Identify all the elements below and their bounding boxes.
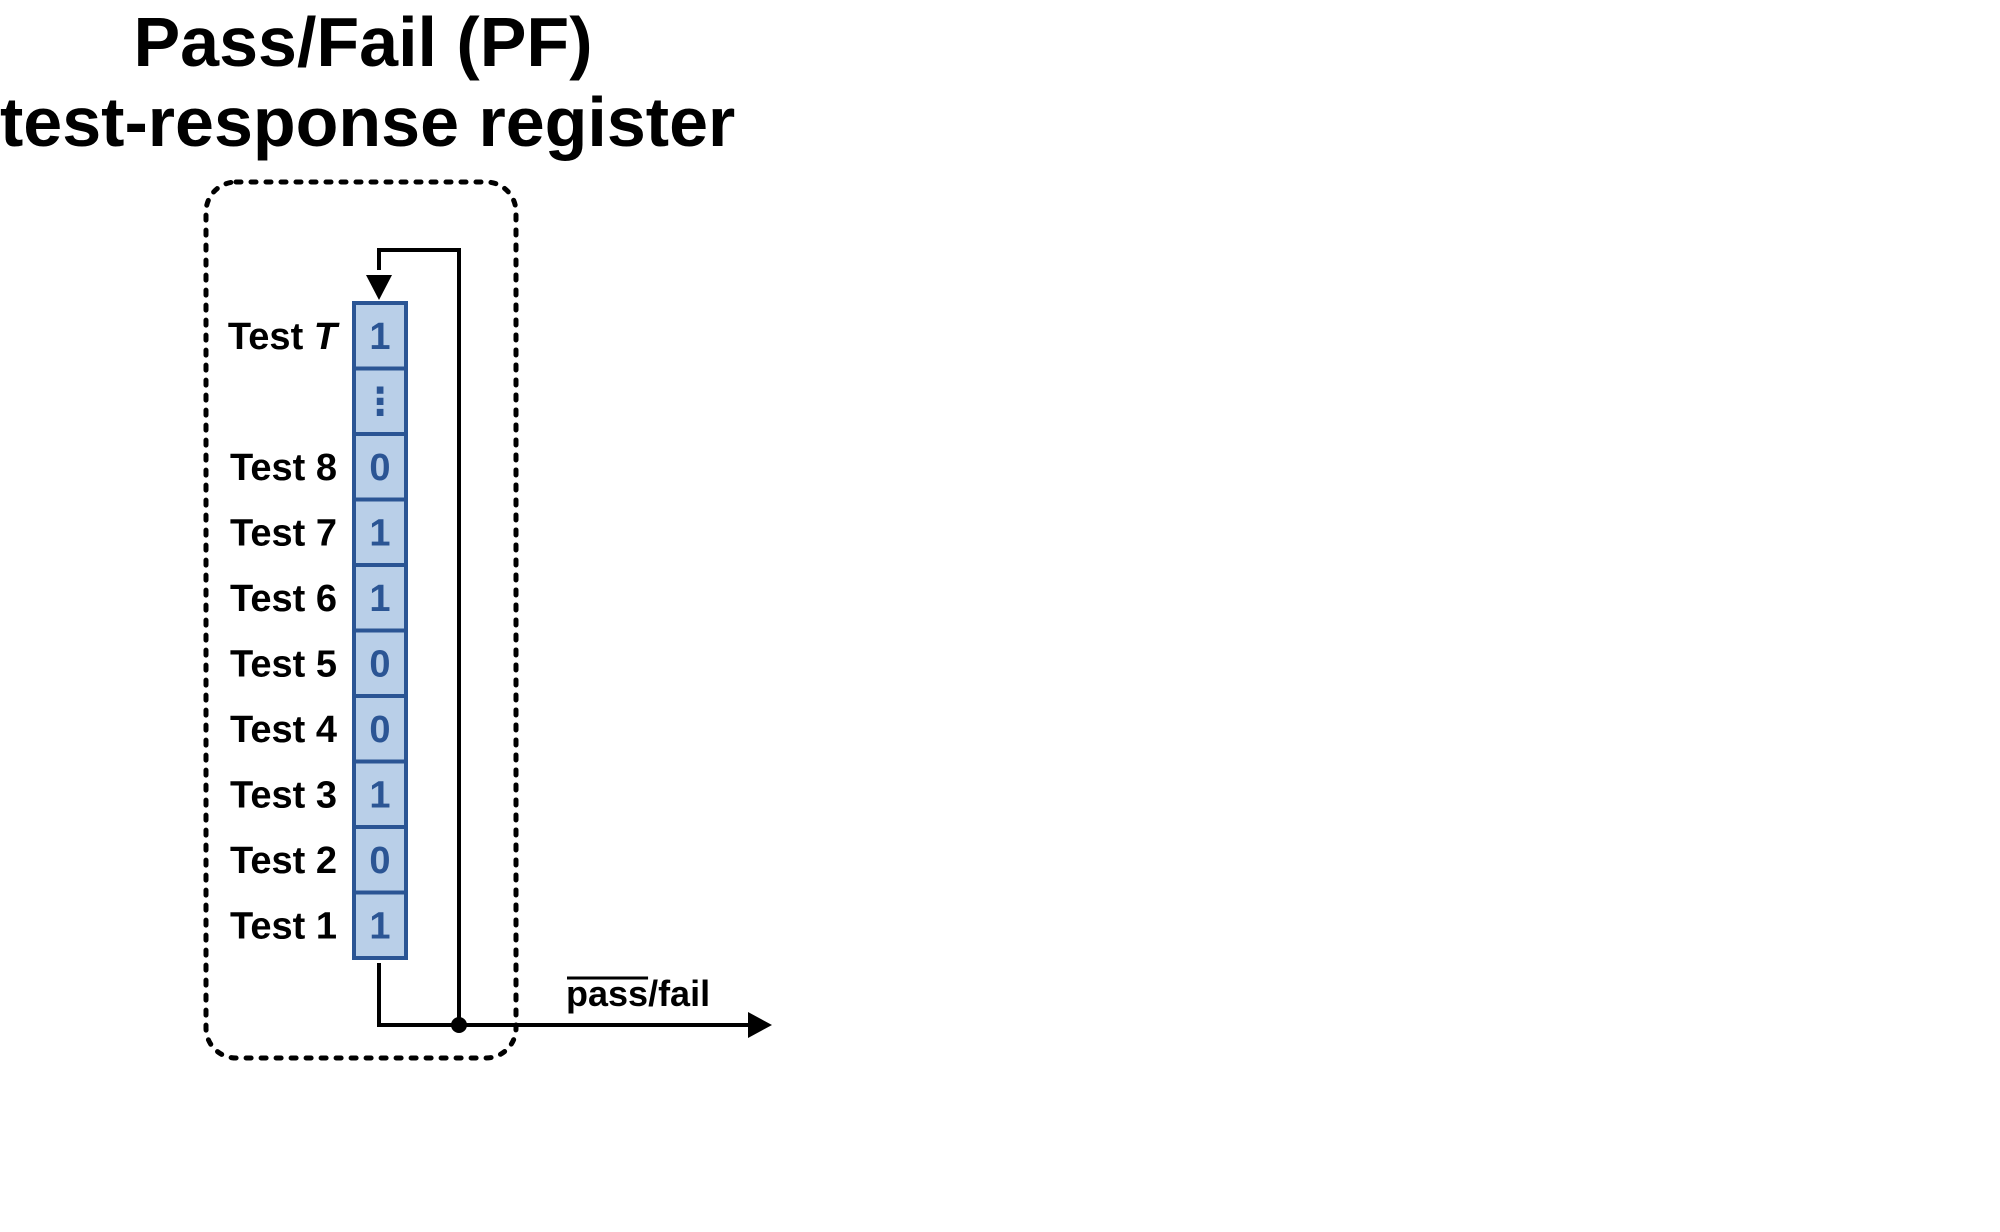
register-cells: 1 Test T ⋮ 0 Test 8 1 Test 7 1 Test 6 0 Test 5 0 Tes… (228, 301, 408, 960)
test-label: Test 2 (230, 840, 337, 882)
register-boundary (203, 179, 519, 1061)
diagram-title-line-2: test-response register (0, 83, 736, 161)
register-cell-value: 0 (369, 840, 390, 882)
register-cell-value: 1 (369, 512, 390, 554)
register-cell-value: 0 (369, 643, 390, 685)
register-cell-value: 1 (369, 316, 390, 358)
test-label: Test 8 (230, 447, 337, 489)
test-label-text: Test 7 (230, 512, 337, 554)
register-cell-value: 1 (369, 774, 390, 816)
test-label: Test T (228, 316, 340, 358)
register-cell (352, 694, 408, 764)
test-label-text: Test 1 (230, 905, 337, 947)
register-cell-value: ⋮ (361, 381, 399, 423)
output-label-rest: /fail (648, 973, 710, 1014)
register-cell (352, 628, 408, 698)
diagram-title-line-1: Pass/Fail (PF) (133, 3, 593, 81)
test-label-text: Test (228, 316, 314, 358)
output-label: pass/fail (566, 973, 710, 1014)
register-cell (352, 890, 408, 960)
output-arrowhead (748, 1012, 772, 1038)
feedback-wire (377, 248, 461, 1027)
register-cell-value: 0 (369, 709, 390, 751)
test-label: Test 3 (230, 774, 337, 816)
test-label-text: Test 2 (230, 840, 337, 882)
test-label-text: Test 3 (230, 774, 337, 816)
register-cell-value: 1 (369, 905, 390, 947)
feedback-arrowhead (366, 275, 392, 300)
test-label: Test 6 (230, 578, 337, 620)
test-label-text: Test 4 (230, 709, 337, 751)
register-cell-value: 0 (369, 447, 390, 489)
test-label-variable: T (314, 316, 340, 358)
test-label-text: Test 6 (230, 578, 337, 620)
test-label: Test 1 (230, 905, 337, 947)
register-cell-value: 1 (369, 578, 390, 620)
test-label-text: Test 5 (230, 643, 337, 685)
test-label: Test 7 (230, 512, 337, 554)
test-label-text: Test 8 (230, 447, 337, 489)
test-label: Test 5 (230, 643, 337, 685)
output-label-overlined: pass (566, 973, 648, 1014)
test-label: Test 4 (230, 709, 337, 751)
